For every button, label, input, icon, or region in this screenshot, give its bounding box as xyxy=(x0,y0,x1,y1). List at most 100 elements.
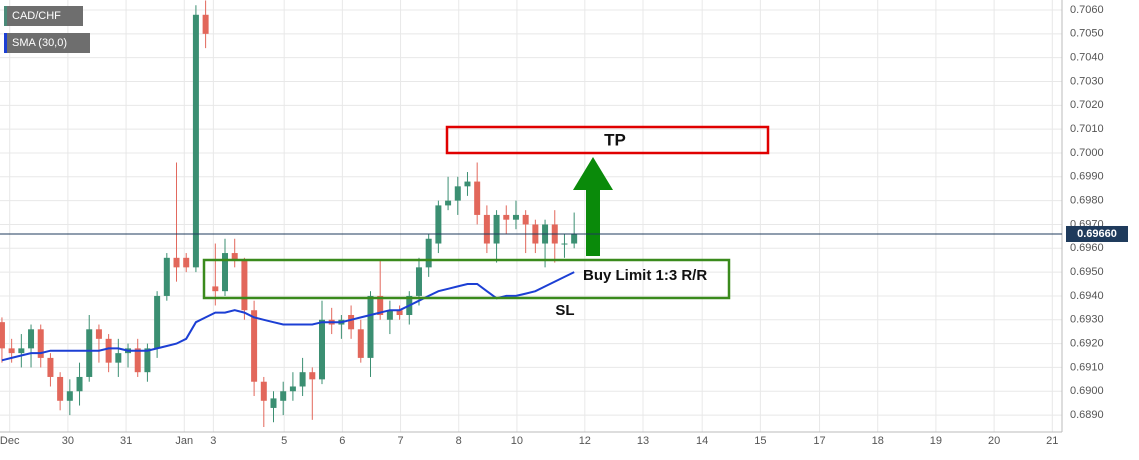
candle-body xyxy=(260,381,267,401)
candle-body xyxy=(445,200,452,206)
x-tick-label: 15 xyxy=(754,435,766,447)
candle-body xyxy=(66,391,73,401)
candle-body xyxy=(357,329,364,358)
candle-body xyxy=(231,253,238,261)
candle-body xyxy=(76,376,83,392)
sma-line xyxy=(1,271,575,362)
y-tick-label: 0.7050 xyxy=(1070,28,1104,40)
sl-label: SL xyxy=(555,302,574,319)
y-tick-label: 0.7030 xyxy=(1070,75,1104,87)
candle-body xyxy=(222,253,229,292)
y-tick-label: 0.7060 xyxy=(1070,4,1104,16)
legend: CAD/CHF SMA (30,0) xyxy=(4,6,90,53)
x-tick-label: 17 xyxy=(813,435,825,447)
tp-label: TP xyxy=(604,130,626,149)
last-price-label: 0.69660 xyxy=(1077,228,1117,240)
y-tick-label: 0.6940 xyxy=(1070,290,1104,302)
x-tick-label: 7 xyxy=(397,435,403,447)
candle-body xyxy=(18,348,25,354)
candle-body xyxy=(367,295,374,358)
x-tick-label: 30 xyxy=(62,435,74,447)
y-tick-label: 0.6950 xyxy=(1070,266,1104,278)
x-tick-label: 12 xyxy=(579,435,591,447)
legend-label: CAD/CHF xyxy=(12,10,61,22)
candle-body xyxy=(28,329,35,349)
buy-zone-box xyxy=(202,258,731,300)
x-tick-label: 13 xyxy=(637,435,649,447)
x-tick-label: 3 xyxy=(210,435,216,447)
y-tick-label: 0.6890 xyxy=(1070,409,1104,421)
x-tick-label: 31 xyxy=(120,435,132,447)
candle-body xyxy=(512,214,519,220)
candle-body xyxy=(415,267,422,296)
legend-swatch xyxy=(4,33,7,53)
candle-body xyxy=(289,386,296,392)
candle-body xyxy=(57,376,64,401)
candle-body xyxy=(144,348,151,373)
buy-limit-label: Buy Limit 1:3 R/R xyxy=(583,267,707,284)
candle-body xyxy=(270,398,277,408)
candle-body xyxy=(483,214,490,244)
candle-body xyxy=(454,186,461,201)
candle-body xyxy=(280,391,287,401)
x-tick-label: 21 xyxy=(1046,435,1058,447)
x-tick-label: 19 xyxy=(930,435,942,447)
y-tick-label: 0.7010 xyxy=(1070,123,1104,135)
candle-body xyxy=(318,319,325,380)
y-tick-label: 0.7020 xyxy=(1070,99,1104,111)
candle-body xyxy=(86,329,93,377)
legend-label: SMA (30,0) xyxy=(12,37,67,49)
y-tick-label: 0.6910 xyxy=(1070,361,1104,373)
y-tick-label: 0.6960 xyxy=(1070,242,1104,254)
candle-body xyxy=(503,214,510,220)
candle-body xyxy=(299,372,306,387)
candle-body xyxy=(396,310,403,316)
y-tick-label: 0.7040 xyxy=(1070,52,1104,64)
candle-body xyxy=(348,315,355,330)
candle-body xyxy=(95,329,102,339)
x-tick-label: 18 xyxy=(872,435,884,447)
candle-body xyxy=(47,357,54,377)
candle-body xyxy=(251,310,258,382)
candle-body xyxy=(464,181,471,187)
marks xyxy=(0,0,578,427)
y-tick-label: 0.6920 xyxy=(1070,338,1104,350)
y-tick-label: 0.6980 xyxy=(1070,195,1104,207)
candle-body xyxy=(377,295,384,316)
candle-body xyxy=(163,257,170,296)
x-tick-label: 20 xyxy=(988,435,1000,447)
candle-body xyxy=(0,322,5,349)
candle-body xyxy=(154,295,161,349)
candle-body xyxy=(8,348,15,354)
candle-body xyxy=(561,243,568,245)
y-tick-label: 0.6930 xyxy=(1070,314,1104,326)
y-tick-label: 0.6900 xyxy=(1070,385,1104,397)
legend-box xyxy=(4,6,83,26)
legend-box xyxy=(4,33,90,53)
last-price-tag xyxy=(1066,225,1128,242)
candle-body xyxy=(386,310,393,320)
up-arrow xyxy=(573,157,613,256)
candle-body xyxy=(105,338,112,363)
candle-body xyxy=(435,205,442,244)
candle-body xyxy=(522,214,529,225)
candle-body xyxy=(183,257,190,268)
candle-body xyxy=(425,238,432,268)
x-tick-label: 10 xyxy=(511,435,523,447)
candle-body xyxy=(309,372,316,380)
tp-box xyxy=(445,125,770,155)
legend-swatch xyxy=(4,6,7,26)
candle-body xyxy=(241,260,248,311)
candle-body xyxy=(493,214,500,244)
y-tick-label: 0.6990 xyxy=(1070,171,1104,183)
y-tick-label: 0.7000 xyxy=(1070,147,1104,159)
x-tick-label: 14 xyxy=(696,435,708,447)
x-tick-label: Dec xyxy=(0,435,20,447)
x-tick-label: 8 xyxy=(456,435,462,447)
candle-body xyxy=(202,14,209,34)
x-tick-label: 6 xyxy=(339,435,345,447)
x-tick-label: Jan xyxy=(175,435,193,447)
